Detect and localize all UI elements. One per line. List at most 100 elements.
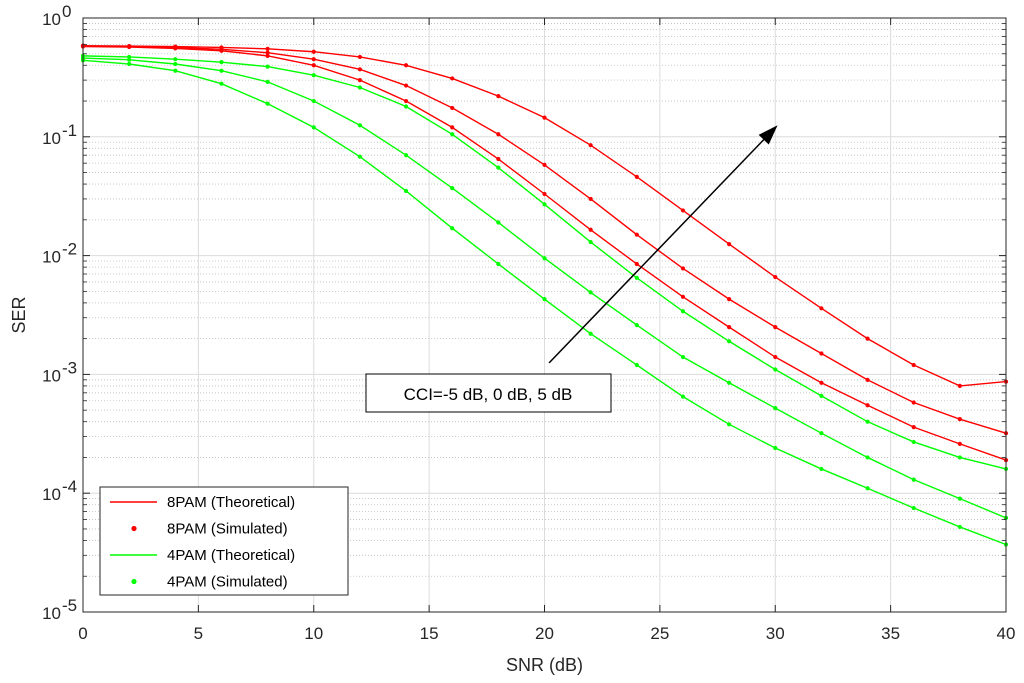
y-tick-exponent: -1 [62,121,77,140]
data-point [773,325,778,330]
legend-swatch-8pam-simulated [131,525,137,532]
data-point [957,383,962,389]
y-axis-label: SER [9,296,29,333]
data-point [357,85,362,90]
data-point [865,403,870,408]
data-point [450,226,455,231]
data-point [496,165,501,170]
data-point [127,61,132,67]
y-tick-exponent: 0 [62,2,71,21]
data-point [403,98,409,104]
data-point [588,290,593,295]
data-point [311,73,316,78]
legend-entry-4pam-theoretical: 4PAM (Theoretical) [167,547,295,564]
data-point [634,275,639,280]
data-point [911,439,916,445]
data-point [357,154,362,159]
data-point [680,394,686,399]
data-point [957,441,962,446]
data-point [219,68,224,73]
data-point [727,241,732,247]
data-point [219,60,224,65]
data-point [450,125,455,130]
annotation-box [365,373,612,413]
data-point [865,455,870,460]
data-point [173,44,178,49]
legend-box [99,486,349,596]
legend-entry-8pam-simulated: 8PAM (Simulated) [167,521,288,538]
data-point [588,196,593,202]
data-point [265,53,270,58]
x-tick-labels: 0 5 10 15 20 25 30 35 40 [78,624,1015,643]
y-tick-exponent: -4 [62,477,77,496]
data-point [311,63,316,68]
data-point [357,54,362,60]
y-tick-label: 10 [42,604,61,623]
data-point [634,362,639,368]
data-point [911,425,916,430]
x-tick-label: 20 [535,624,554,643]
data-point [773,274,778,280]
data-point [634,323,639,328]
data-point [357,123,362,128]
data-point [680,354,686,360]
data-point [773,406,778,411]
data-point [588,227,593,232]
data-point [865,336,870,341]
data-point [680,208,686,213]
x-tick-label: 25 [650,624,669,643]
data-point [727,339,732,344]
data-point [865,377,870,382]
data-point [173,57,178,62]
data-point [911,400,916,405]
x-tick-label: 0 [78,624,87,643]
x-tick-label: 10 [304,624,323,643]
data-point [680,266,686,271]
annotation-arrowhead [758,125,778,145]
data-point [634,261,639,267]
data-point [542,162,547,167]
y-tick-label: 10 [42,485,61,504]
y-tick-exponent: -3 [62,358,77,377]
annotation: CCI=-5 dB, 0 dB, 5 dB [365,125,778,413]
data-point [588,143,593,148]
data-point [265,50,270,55]
x-tick-label: 5 [194,624,203,643]
axis-ticks [82,17,1007,613]
data-point [634,174,639,179]
data-point [542,115,547,120]
data-point [403,153,409,158]
y-tick-label: 10 [42,129,61,148]
data-point [496,156,501,162]
data-point [819,306,824,311]
data-point [450,186,455,191]
data-point [819,380,824,385]
data-point [265,64,270,69]
data-point [173,68,178,73]
y-tick-exponent: -5 [62,596,77,615]
data-point [403,83,409,88]
data-point [403,104,409,109]
data-point [450,132,455,137]
annotation-arrow [548,139,765,364]
data-point [588,239,593,245]
data-point [542,297,547,302]
data-point [680,294,686,299]
data-point [634,232,639,237]
data-point [911,505,916,511]
y-tick-exponent: -2 [62,240,77,259]
data-point [773,367,778,372]
data-point [450,105,455,111]
data-point [311,98,316,104]
data-point [311,49,316,54]
legend-entry-4pam-simulated: 4PAM (Simulated) [167,574,288,591]
data-point [819,466,824,472]
data-point [727,297,732,302]
legend-swatch-4pam-simulated [131,578,137,585]
data-point [727,422,732,427]
x-tick-label: 40 [997,624,1016,643]
data-point [450,76,455,81]
data-point [265,79,270,84]
